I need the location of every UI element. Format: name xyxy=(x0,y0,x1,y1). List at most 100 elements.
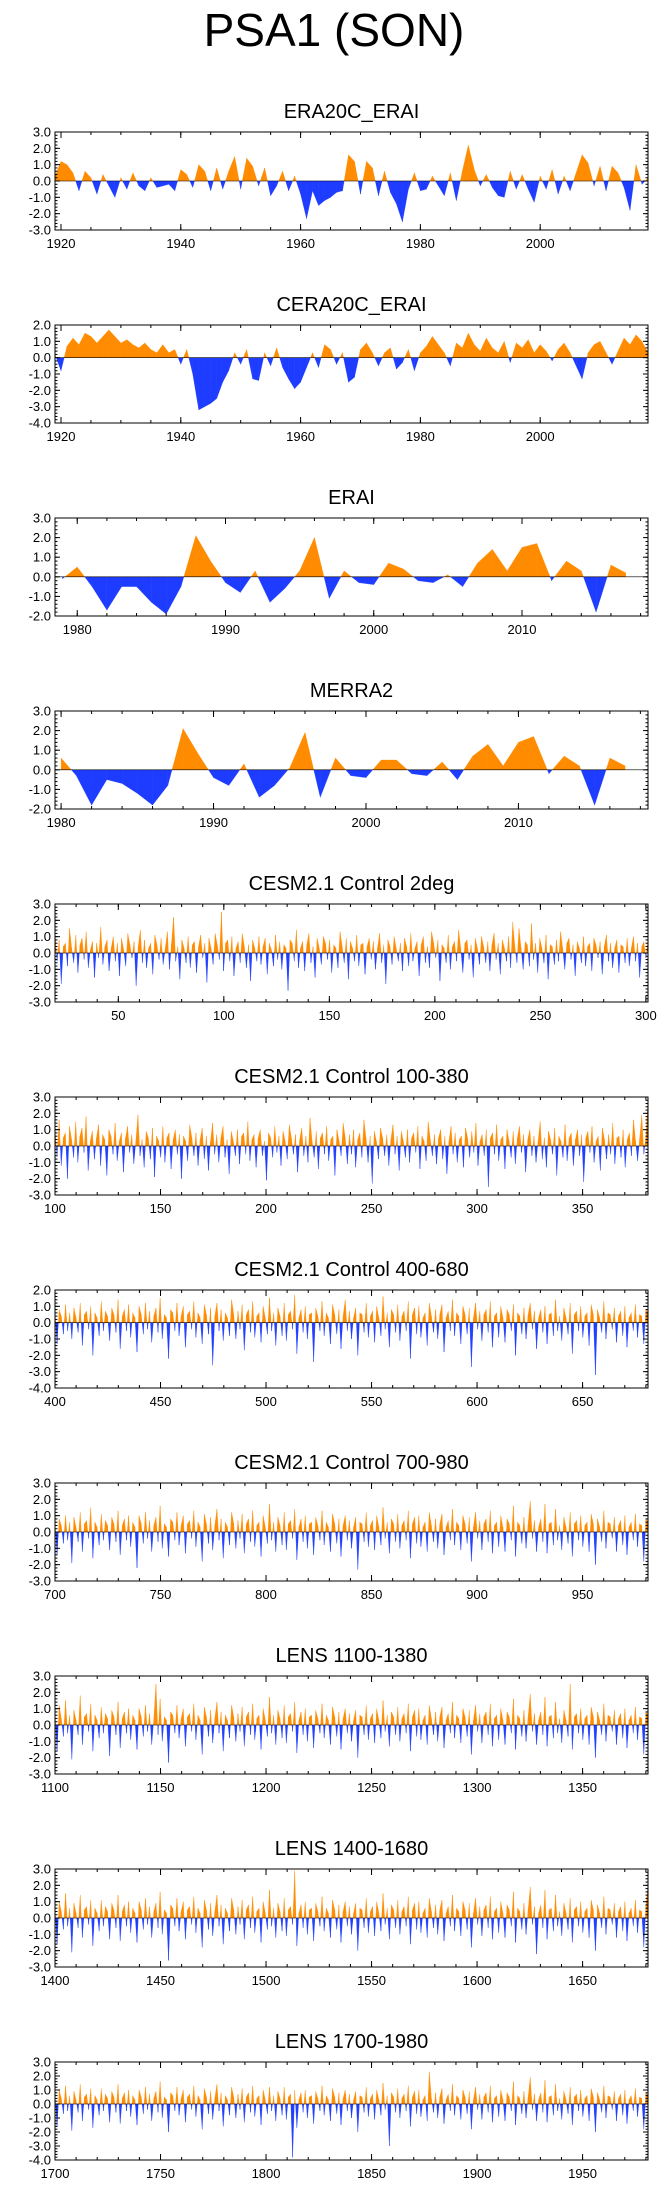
series-segment xyxy=(406,1531,407,1541)
series-segment xyxy=(90,1900,92,1919)
series-segment xyxy=(465,1531,468,1544)
series-segment xyxy=(293,1145,295,1155)
series-segment xyxy=(229,952,231,962)
series-segment xyxy=(305,1306,307,1323)
series-segment xyxy=(464,939,468,954)
series-segment xyxy=(510,1145,513,1158)
x-tick-label: 900 xyxy=(466,1587,488,1602)
series-segment xyxy=(134,952,137,986)
series-segment xyxy=(162,1724,164,1742)
series-segment xyxy=(244,946,246,954)
series-segment xyxy=(240,357,244,365)
series-segment xyxy=(394,1322,396,1333)
series-segment xyxy=(91,1531,93,1559)
series-segment xyxy=(462,1515,466,1533)
series-segment xyxy=(379,1917,382,1932)
series-segment xyxy=(593,938,597,954)
series-segment xyxy=(535,1724,537,1745)
series-segment xyxy=(457,1145,459,1163)
series-segment xyxy=(618,1136,621,1147)
series-segment xyxy=(268,1132,271,1147)
series-segment xyxy=(410,933,413,954)
panel-title: CESM2.1 Control 100-380 xyxy=(234,1066,469,1088)
series-segment xyxy=(274,1126,277,1147)
series-segment xyxy=(635,1707,637,1726)
x-tick-label: 100 xyxy=(213,1008,235,1023)
series-segment xyxy=(317,938,320,954)
series-segment xyxy=(221,912,224,954)
series-segment xyxy=(383,1145,385,1156)
series-segment xyxy=(183,1901,185,1919)
series-segment xyxy=(567,1917,570,1930)
series-segment xyxy=(272,1145,274,1158)
series-segment xyxy=(444,352,447,358)
series-segment xyxy=(477,1724,479,1732)
series-segment xyxy=(559,1525,561,1533)
series-segment xyxy=(244,1322,247,1351)
series-segment xyxy=(503,1145,506,1169)
series-segment xyxy=(204,1513,207,1533)
series-segment xyxy=(398,1917,401,1935)
series-segment xyxy=(605,1531,608,1549)
series-segment xyxy=(239,1531,241,1539)
series-segment xyxy=(208,769,214,779)
y-tick-label: 3.0 xyxy=(33,125,51,140)
series-segment xyxy=(363,1531,365,1542)
series-segment xyxy=(470,1131,472,1147)
series-segment xyxy=(183,1708,185,1726)
series-segment xyxy=(460,1724,463,1743)
series-segment xyxy=(506,952,508,962)
series-segment xyxy=(180,169,187,182)
series-segment xyxy=(301,1128,304,1147)
series-segment xyxy=(488,1510,491,1533)
series-segment xyxy=(105,1713,108,1726)
series-segment xyxy=(527,1886,531,1919)
series-segment xyxy=(587,1724,590,1745)
series-segment xyxy=(338,1309,340,1323)
series-segment xyxy=(385,952,388,985)
series-segment xyxy=(510,357,512,363)
series-segment xyxy=(525,1917,528,1935)
series-segment xyxy=(184,952,187,963)
series-segment xyxy=(500,1708,504,1726)
y-tick-label: 0.0 xyxy=(33,1718,51,1733)
series-segment xyxy=(355,1710,357,1726)
series-segment xyxy=(350,1322,352,1340)
series-segment xyxy=(163,952,165,965)
series-segment xyxy=(473,1512,476,1533)
series-segment xyxy=(248,1309,250,1323)
series-segment xyxy=(479,952,481,965)
series-segment xyxy=(176,1303,179,1323)
series-segment xyxy=(618,1713,621,1726)
series-segment xyxy=(356,1322,358,1356)
series-segment xyxy=(170,1309,173,1323)
series-segment xyxy=(241,1304,244,1323)
series-segment xyxy=(96,1720,98,1726)
series-segment xyxy=(81,171,86,182)
series-segment xyxy=(153,1307,157,1323)
series-segment xyxy=(314,1131,317,1147)
series-segment xyxy=(200,1724,203,1755)
series-segment xyxy=(584,1907,588,1919)
plot-frame xyxy=(54,710,649,810)
series-segment xyxy=(631,1908,633,1919)
series-segment xyxy=(515,952,518,963)
series-segment xyxy=(64,1515,66,1533)
series-segment xyxy=(490,1510,492,1533)
series-segment xyxy=(179,1134,181,1147)
series-segment xyxy=(573,172,577,182)
series-segment xyxy=(357,1724,360,1758)
series-segment xyxy=(519,174,523,182)
series-segment xyxy=(119,1132,122,1147)
series-area xyxy=(60,728,626,806)
series-segment xyxy=(94,1908,98,1919)
series-segment xyxy=(64,1304,66,1323)
series-segment xyxy=(378,1527,380,1533)
series-segment xyxy=(282,1131,286,1147)
series-segment xyxy=(211,1724,213,1743)
series-segment xyxy=(558,342,565,358)
series-segment xyxy=(536,1531,539,1552)
series-segment xyxy=(244,952,247,968)
series-segment xyxy=(587,344,595,358)
series-segment xyxy=(469,1322,472,1367)
